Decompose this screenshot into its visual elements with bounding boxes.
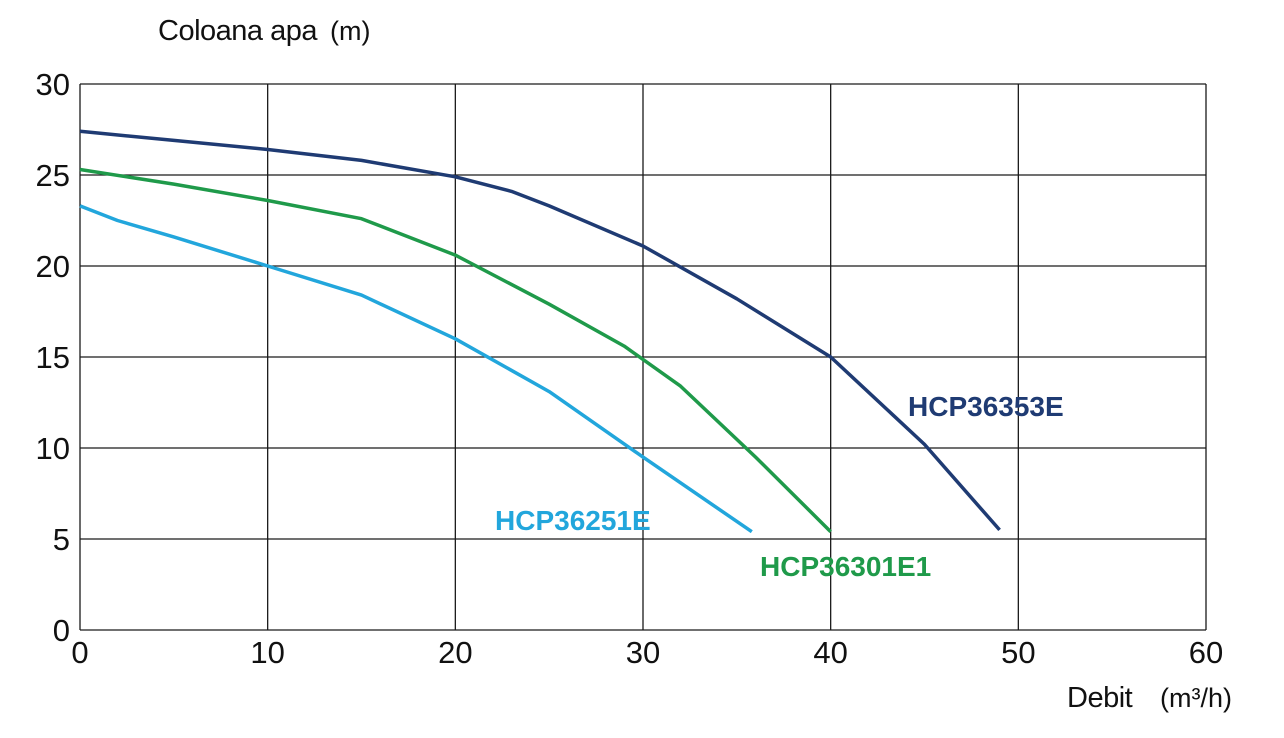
x-tick-label: 10 [250, 635, 284, 670]
series-label-hcp36353e: HCP36353E [908, 391, 1064, 422]
grid [79, 83, 1207, 631]
x-tick-label: 50 [1001, 635, 1035, 670]
x-axis-title: Debit [1067, 682, 1133, 714]
x-tick-labels: 0 10 20 30 40 50 60 [71, 635, 1223, 670]
x-tick-label: 60 [1189, 635, 1223, 670]
y-tick-label: 30 [36, 67, 70, 102]
series-line-hcp36301e1 [79, 167, 832, 533]
y-axis-unit: (m) [330, 16, 370, 46]
series-line-hcp36251e [79, 204, 753, 534]
series-label-hcp36301e1: HCP36301E1 [760, 551, 931, 582]
series-line-hcp36353e [79, 129, 1001, 532]
y-tick-label: 20 [36, 249, 70, 284]
x-tick-label: 0 [71, 635, 88, 670]
y-tick-labels: 0 5 10 15 20 25 30 [36, 67, 70, 648]
series-label-hcp36251e: HCP36251E [495, 505, 651, 536]
y-tick-label: 15 [36, 340, 70, 375]
x-tick-label: 30 [626, 635, 660, 670]
y-tick-label: 0 [53, 613, 70, 648]
y-tick-label: 25 [36, 158, 70, 193]
x-tick-label: 20 [438, 635, 472, 670]
x-tick-label: 40 [813, 635, 847, 670]
y-tick-label: 10 [36, 431, 70, 466]
y-axis-title: Coloana apa [158, 15, 318, 47]
y-tick-label: 5 [53, 522, 70, 557]
series-lines [79, 129, 1001, 534]
x-axis-unit: (m³/h) [1160, 683, 1232, 713]
